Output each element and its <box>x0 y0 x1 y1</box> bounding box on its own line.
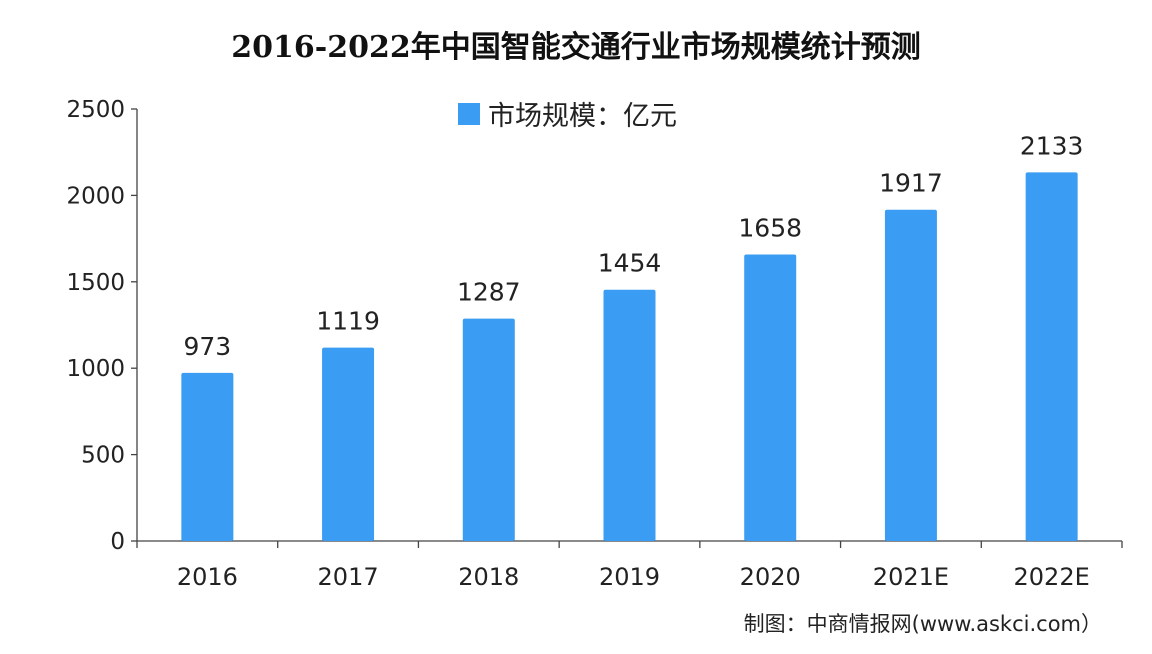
data-label: 1658 <box>738 213 802 242</box>
y-tick-label: 2000 <box>66 183 125 209</box>
y-tick-label: 0 <box>110 529 125 555</box>
legend: 市场规模：亿元 <box>458 94 677 133</box>
bar-2017 <box>322 347 375 541</box>
bar-2021E <box>884 209 937 541</box>
y-tick-label: 2500 <box>66 97 125 123</box>
x-tick-label: 2019 <box>599 563 660 591</box>
data-label: 1917 <box>879 169 943 198</box>
legend-label: 市场规模：亿元 <box>488 101 677 132</box>
y-tick-label: 1500 <box>66 270 125 296</box>
data-label: 1454 <box>598 249 662 278</box>
bar-2019 <box>603 289 656 541</box>
bar-2016 <box>181 372 234 541</box>
x-tick-label: 2016 <box>177 563 238 591</box>
y-tick-label: 500 <box>81 443 125 469</box>
data-label: 1119 <box>316 307 380 336</box>
y-tick-label: 1000 <box>66 356 125 382</box>
bar-2022E <box>1025 172 1078 541</box>
bar-2018 <box>462 318 515 541</box>
source-note: 制图：中商情报网(www.askci.com） <box>743 612 1102 636</box>
bar-2020 <box>744 254 797 541</box>
data-label: 2133 <box>1020 131 1084 160</box>
x-tick-label: 2018 <box>458 563 519 591</box>
x-tick-label: 2017 <box>318 563 379 591</box>
data-label: 973 <box>183 332 231 361</box>
x-tick-label: 2022E <box>1014 563 1090 591</box>
chart-title: 2016-2022年中国智能交通行业市场规模统计预测 <box>231 30 921 65</box>
data-label: 1287 <box>457 278 521 307</box>
x-tick-label: 2020 <box>740 563 801 591</box>
x-tick-label: 2021E <box>873 563 949 591</box>
legend-swatch <box>458 102 480 125</box>
